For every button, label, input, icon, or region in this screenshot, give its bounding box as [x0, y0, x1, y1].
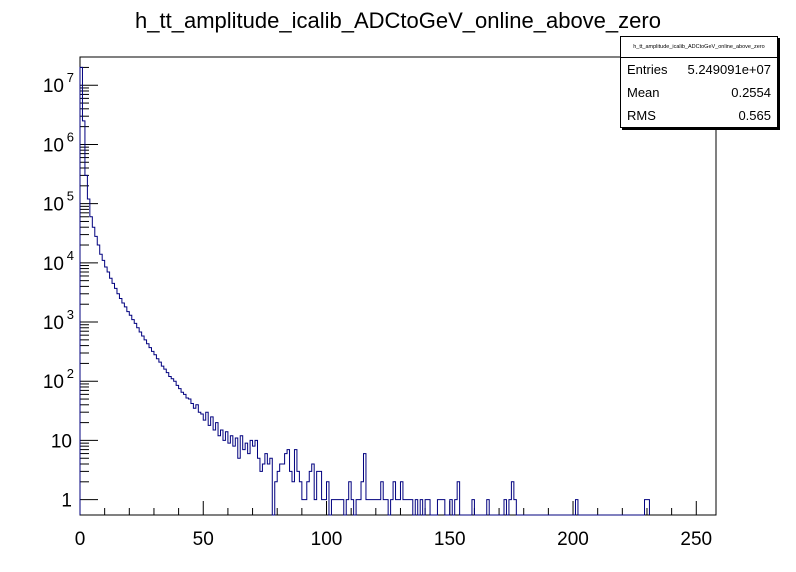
stats-value: 0.2554 — [731, 85, 771, 100]
y-tick-label: 10 — [43, 254, 64, 275]
stats-row-entries: Entries 5.249091e+07 — [621, 58, 777, 81]
stats-row-mean: Mean 0.2554 — [621, 81, 777, 104]
stats-box: h_tt_amplitude_icalib_ADCtoGeV_online_ab… — [620, 36, 778, 128]
stats-label: RMS — [627, 108, 656, 123]
x-tick-label: 0 — [75, 529, 86, 550]
x-tick-label: 200 — [557, 529, 589, 550]
x-tick-label: 250 — [680, 529, 712, 550]
histogram-line — [79, 66, 650, 516]
x-axis: 0 50 100 150 200 250 — [75, 501, 712, 550]
y-tick-label: 10 — [43, 135, 64, 156]
y-tick-label: 10 — [43, 313, 64, 334]
y-tick-exponent: 5 — [67, 189, 74, 204]
x-tick-label: 150 — [434, 529, 466, 550]
y-tick-exponent: 2 — [67, 366, 74, 381]
chart-title: h_tt_amplitude_icalib_ADCtoGeV_online_ab… — [135, 8, 661, 33]
y-tick-label: 10 — [43, 195, 64, 216]
y-tick-label: 1 — [61, 491, 72, 512]
x-tick-label: 50 — [193, 529, 214, 550]
stats-label: Entries — [627, 62, 668, 77]
y-tick-label: 10 — [43, 76, 64, 97]
x-tick-label: 100 — [311, 529, 343, 550]
stats-value: 5.249091e+07 — [687, 62, 771, 77]
y-tick-label: 10 — [43, 372, 64, 393]
y-tick-exponent: 7 — [67, 70, 74, 85]
stats-label: Mean — [627, 85, 660, 100]
stats-box-name: h_tt_amplitude_icalib_ADCtoGeV_online_ab… — [621, 37, 777, 58]
y-tick-label: 10 — [51, 431, 72, 452]
y-tick-exponent: 4 — [67, 248, 74, 263]
stats-row-rms: RMS 0.565 — [621, 104, 777, 127]
stats-value: 0.565 — [738, 108, 771, 123]
y-tick-exponent: 6 — [67, 129, 74, 144]
y-tick-exponent: 3 — [67, 307, 74, 322]
